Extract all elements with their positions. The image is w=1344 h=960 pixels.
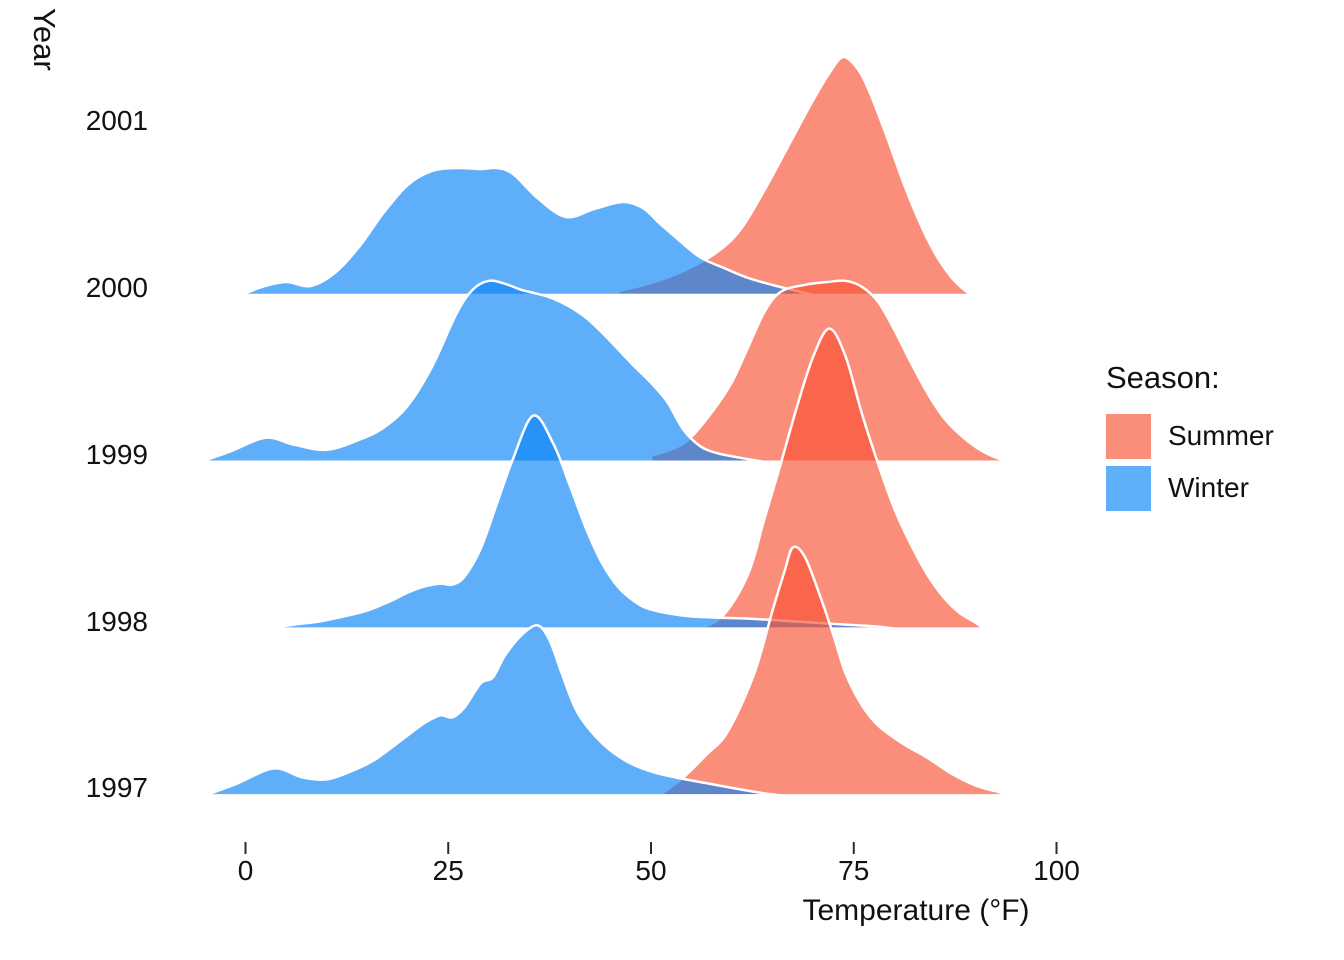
legend-entry-summer: Summer xyxy=(1106,410,1274,462)
legend-entry-winter: Winter xyxy=(1106,462,1274,514)
legend-label-winter: Winter xyxy=(1168,472,1249,503)
y-axis-label-2000: 2000 xyxy=(85,272,148,303)
ridge-1998-winter xyxy=(264,414,896,630)
x-axis-tick-marks xyxy=(244,842,1058,854)
ridge-1997-winter xyxy=(203,624,783,797)
x-axis-label-25: 25 xyxy=(432,855,464,886)
ridge-2000-winter xyxy=(240,166,815,297)
legend-swatch-summer-icon xyxy=(1106,413,1151,459)
y-axis-label-2001: 2001 xyxy=(85,105,148,137)
legend-label-summer: Summer xyxy=(1168,420,1274,451)
ridge-1999-winter xyxy=(199,279,766,464)
ridge-1998-summer xyxy=(698,327,985,630)
ridge-1997-summer xyxy=(657,545,1010,797)
legend-swatch-winter-icon xyxy=(1106,465,1151,511)
x-axis-label-50: 50 xyxy=(635,855,667,886)
x-axis-label-100: 100 xyxy=(1033,855,1080,886)
y-axis-label-1999: 1999 xyxy=(85,438,148,470)
legend: Season: Summer Winter xyxy=(1106,360,1274,514)
x-axis-title: Temperature (°F) xyxy=(802,894,1030,927)
x-axis-label-0: 0 xyxy=(237,855,254,886)
legend-entries: Summer Winter xyxy=(1106,410,1274,514)
legend-title: Season: xyxy=(1106,360,1220,395)
ridge-2000-summer xyxy=(617,55,973,297)
x-axis-label-75: 75 xyxy=(838,855,870,886)
density-ridges-group xyxy=(199,55,1010,797)
y-axis-label-1998: 1998 xyxy=(85,605,148,637)
y-axis-label-1997: 1997 xyxy=(85,772,148,804)
y-axis-title: Year xyxy=(27,8,62,71)
